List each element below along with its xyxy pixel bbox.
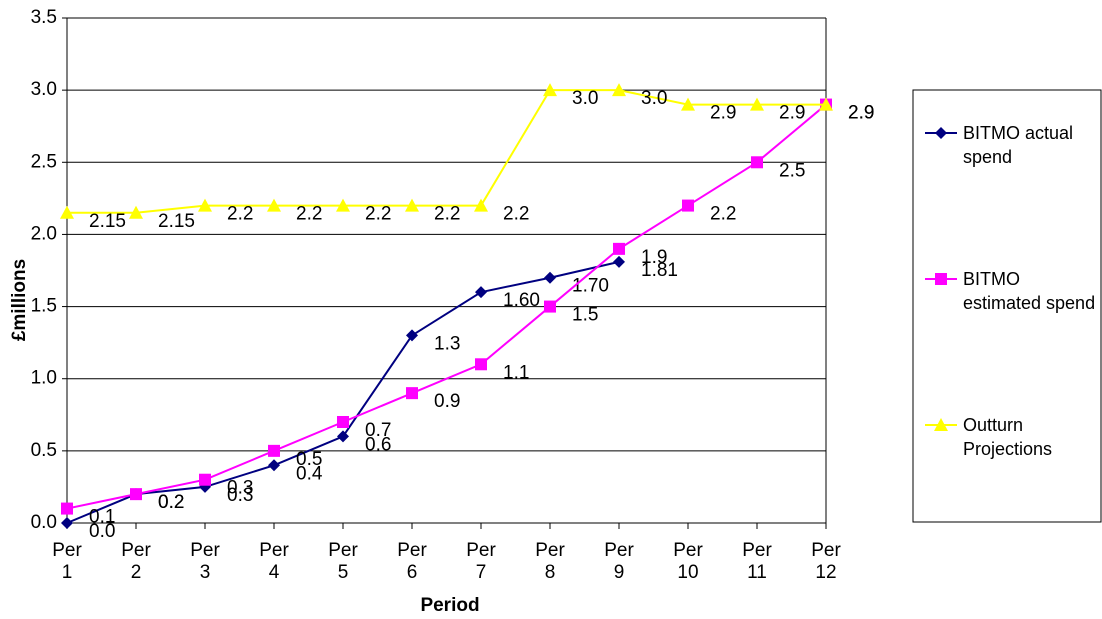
marker <box>61 502 73 515</box>
data-label: 2.15 <box>158 211 195 232</box>
marker <box>268 444 280 457</box>
marker <box>935 127 947 139</box>
marker <box>681 97 695 111</box>
x-tick-label: Per 12 <box>811 540 841 583</box>
marker <box>129 205 143 219</box>
data-label: 2.5 <box>779 160 805 181</box>
data-label: 0.6 <box>365 434 391 455</box>
data-label: 0.2 <box>158 492 184 513</box>
x-axis-title: Period <box>420 595 479 616</box>
marker <box>60 205 74 219</box>
y-tick-label: 0.5 <box>31 440 57 461</box>
y-axis-title: £millions <box>9 259 30 341</box>
data-label: 0.4 <box>296 463 323 484</box>
marker <box>613 242 625 255</box>
marker <box>544 271 556 284</box>
marker <box>682 199 694 212</box>
data-label: 2.9 <box>710 103 736 124</box>
y-tick-label: 2.5 <box>31 151 57 172</box>
data-label: 2.2 <box>227 204 253 225</box>
marker <box>405 198 419 212</box>
data-label: 0.2 <box>158 492 184 513</box>
marker <box>751 156 763 169</box>
marker <box>337 416 349 428</box>
y-tick-label: 1.5 <box>31 296 57 317</box>
marker <box>474 198 488 212</box>
x-tick-label: Per 4 <box>259 540 289 583</box>
data-label: 1.1 <box>503 362 529 383</box>
x-tick-label: Per 5 <box>328 540 358 583</box>
data-label: 0.7 <box>365 420 391 441</box>
data-label: 2.2 <box>503 204 529 225</box>
x-tick-label: Per 8 <box>535 540 565 583</box>
data-label: 1.9 <box>641 247 667 268</box>
x-tick-label: Per 11 <box>742 540 772 583</box>
data-label: 2.9 <box>779 103 805 124</box>
marker <box>198 198 212 212</box>
marker <box>337 430 349 443</box>
marker <box>267 198 281 212</box>
marker <box>544 300 556 313</box>
marker <box>336 198 350 212</box>
data-label: 0.5 <box>296 449 322 470</box>
y-tick-label: 0.0 <box>31 512 57 533</box>
marker <box>819 97 833 111</box>
marker <box>935 273 947 285</box>
y-tick-label: 3.0 <box>31 79 57 100</box>
data-label: 1.70 <box>572 276 609 297</box>
marker <box>750 97 764 111</box>
series-line <box>66 103 827 510</box>
data-label: 1.3 <box>434 333 460 354</box>
marker <box>613 255 625 268</box>
x-tick-label: Per 10 <box>673 540 703 583</box>
data-label: 1.81 <box>641 260 678 281</box>
y-tick-label: 1.0 <box>31 368 57 389</box>
data-label: 0.0 <box>89 521 115 542</box>
marker <box>612 83 626 97</box>
data-label: 2.2 <box>434 204 460 225</box>
x-tick-label: Per 3 <box>190 540 220 583</box>
marker <box>268 459 280 472</box>
marker <box>61 517 73 529</box>
marker <box>406 329 418 342</box>
data-label: 2.9 <box>848 103 874 124</box>
y-tick-label: 3.5 <box>31 7 57 28</box>
marker <box>406 387 418 400</box>
marker <box>475 358 487 371</box>
marker <box>543 83 557 97</box>
x-tick-label: Per 2 <box>121 540 151 583</box>
x-tick-label: Per 9 <box>604 540 634 583</box>
data-label: 2.2 <box>365 204 391 225</box>
data-label: 2.2 <box>296 204 322 225</box>
x-tick-label: Per 6 <box>397 540 427 583</box>
data-label: 1.5 <box>572 305 598 326</box>
data-label: 2.15 <box>89 211 126 232</box>
legend-label: BITMO estimated spend <box>963 269 1096 313</box>
marker <box>130 488 142 501</box>
data-label: 3.0 <box>572 88 598 109</box>
data-label: 0.3 <box>227 478 253 499</box>
data-label: 1.60 <box>503 290 540 311</box>
data-label: 2.9 <box>848 103 874 124</box>
x-tick-label: Per 7 <box>466 540 496 583</box>
data-label: 0.9 <box>434 391 460 412</box>
marker <box>199 473 211 486</box>
marker <box>475 286 487 299</box>
x-tick-label: Per 1 <box>52 540 82 583</box>
legend-label: BITMO actual spend <box>963 123 1074 167</box>
data-label: 0.3 <box>227 485 253 506</box>
data-label: 2.2 <box>710 204 736 225</box>
data-label: 0.1 <box>89 507 115 528</box>
data-label: 3.0 <box>641 88 667 109</box>
series-line <box>67 89 826 214</box>
legend-box <box>912 89 1102 523</box>
marker <box>934 418 948 431</box>
y-tick-label: 2.0 <box>31 223 57 244</box>
legend-label: Outturn Projections <box>963 415 1053 459</box>
